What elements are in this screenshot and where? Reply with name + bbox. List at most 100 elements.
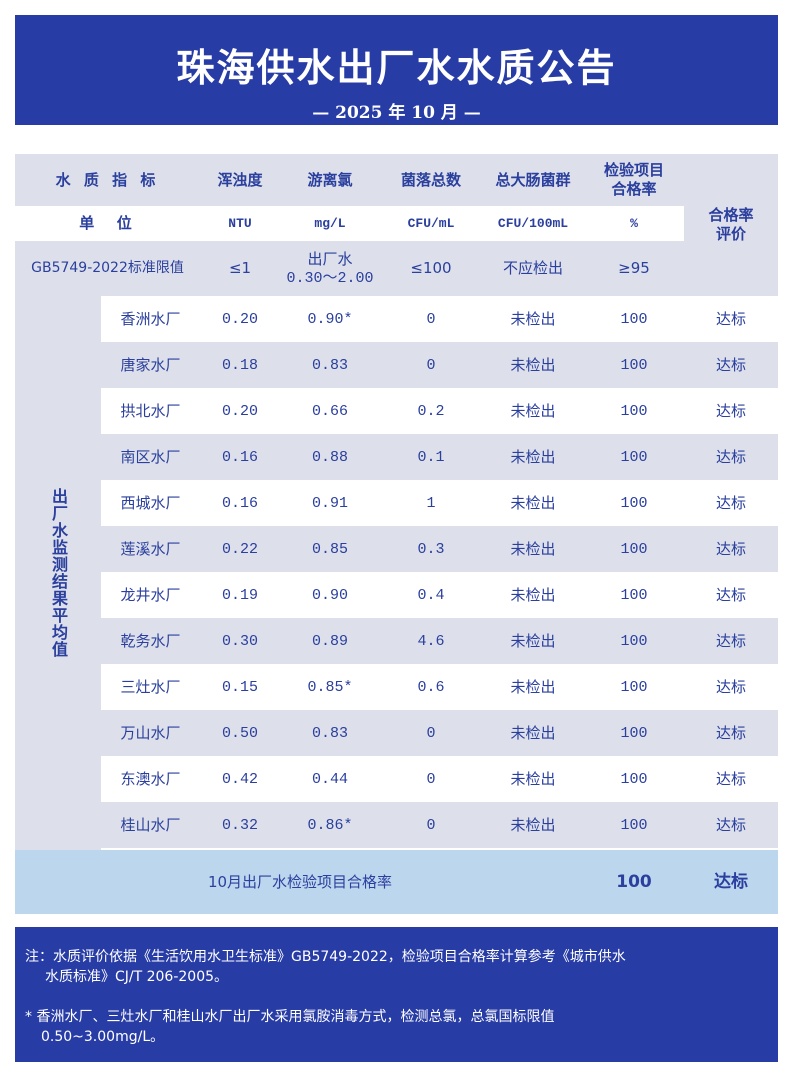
table-row: 东澳水厂 0.42 0.44 0 未检出 100 达标 xyxy=(101,756,778,802)
cell-coliform: 未检出 xyxy=(510,355,556,374)
cell-rate: 100 xyxy=(620,310,648,328)
cell-eval: 达标 xyxy=(715,677,746,696)
cell-coliform: 未检出 xyxy=(510,539,556,558)
cell-chlorine: 0.83 xyxy=(311,724,348,742)
cell-coliform: 未检出 xyxy=(510,585,556,604)
header-indicator: 水 质 指 标 xyxy=(15,154,200,206)
cell-turbidity: 0.30 xyxy=(221,632,258,650)
cell-turbidity: 0.20 xyxy=(221,402,258,420)
cell-colony: 0 xyxy=(426,724,436,742)
header-colony: 菌落总数 xyxy=(380,154,482,206)
cell-coliform: 未检出 xyxy=(510,447,556,466)
cell-turbidity: 0.20 xyxy=(221,310,258,328)
cell-turbidity: 0.16 xyxy=(221,448,258,466)
cell-eval: 达标 xyxy=(715,539,746,558)
cell-chlorine: 0.90* xyxy=(307,310,353,328)
cell-plant: 香洲水厂 xyxy=(120,309,181,328)
cell-plant: 唐家水厂 xyxy=(120,355,181,374)
header-chlorine: 游离氯 xyxy=(280,154,380,206)
cell-eval: 达标 xyxy=(715,493,746,512)
notes-panel: 注：水质评价依据《生活饮用水卫生标准》GB5749-2022，检验项目合格率计算… xyxy=(15,927,778,1062)
table-row: 乾务水厂 0.30 0.89 4.6 未检出 100 达标 xyxy=(101,618,778,664)
side-label-cell: 出厂水监测结果平均值 xyxy=(15,296,101,850)
cell-chlorine: 0.66 xyxy=(311,402,348,420)
limit-chlorine-range: 0.30～2.00 xyxy=(286,269,374,287)
cell-plant: 拱北水厂 xyxy=(120,401,181,420)
cell-colony: 0.6 xyxy=(417,678,445,696)
cell-plant: 东澳水厂 xyxy=(120,769,181,788)
note-1-line-1: 注：水质评价依据《生活饮用水卫生标准》GB5749-2022，检验项目合格率计算… xyxy=(25,949,626,965)
cell-chlorine: 0.44 xyxy=(311,770,348,788)
cell-plant: 万山水厂 xyxy=(120,723,181,742)
cell-chlorine: 0.88 xyxy=(311,448,348,466)
cell-eval: 达标 xyxy=(715,447,746,466)
cell-coliform: 未检出 xyxy=(510,401,556,420)
table-row: 龙井水厂 0.19 0.90 0.4 未检出 100 达标 xyxy=(101,572,778,618)
water-quality-table: 水 质 指 标 浑浊度 游离氯 菌落总数 总大肠菌群 检验项目合格率 合格率评价… xyxy=(15,154,778,914)
cell-rate: 100 xyxy=(620,494,648,512)
cell-eval: 达标 xyxy=(715,815,746,834)
cell-plant: 龙井水厂 xyxy=(120,585,181,604)
cell-rate: 100 xyxy=(620,678,648,696)
cell-rate: 100 xyxy=(620,632,648,650)
table-row: 香洲水厂 0.20 0.90* 0 未检出 100 达标 xyxy=(101,296,778,342)
cell-eval: 达标 xyxy=(715,769,746,788)
cell-coliform: 未检出 xyxy=(510,723,556,742)
table-row: 三灶水厂 0.15 0.85* 0.6 未检出 100 达标 xyxy=(101,664,778,710)
cell-turbidity: 0.42 xyxy=(221,770,258,788)
header-coliform: 总大肠菌群 xyxy=(482,154,584,206)
page-title: 珠海供水出厂水水质公告 xyxy=(176,45,617,90)
table-row: 西城水厂 0.16 0.91 1 未检出 100 达标 xyxy=(101,480,778,526)
cell-turbidity: 0.18 xyxy=(221,356,258,374)
table-row: 莲溪水厂 0.22 0.85 0.3 未检出 100 达标 xyxy=(101,526,778,572)
cell-colony: 0 xyxy=(426,310,436,328)
cell-rate: 100 xyxy=(620,586,648,604)
cell-chlorine: 0.85* xyxy=(307,678,353,696)
table-row: 南区水厂 0.16 0.88 0.1 未检出 100 达标 xyxy=(101,434,778,480)
limit-chlorine: 出厂水 0.30～2.00 xyxy=(280,241,380,296)
cell-coliform: 未检出 xyxy=(510,309,556,328)
limits-label: GB5749-2022标准限值 xyxy=(15,241,200,296)
cell-rate: 100 xyxy=(620,448,648,466)
note-2-line-2: 0.50~3.00mg/L。 xyxy=(41,1029,165,1045)
cell-rate: 100 xyxy=(620,402,648,420)
limit-rate: ≥95 xyxy=(584,241,684,296)
cell-coliform: 未检出 xyxy=(510,493,556,512)
cell-colony: 0.3 xyxy=(417,540,445,558)
table-row: 拱北水厂 0.20 0.66 0.2 未检出 100 达标 xyxy=(101,388,778,434)
unit-turbidity: NTU xyxy=(200,206,280,241)
cell-colony: 0.1 xyxy=(417,448,445,466)
units-label: 单 位 xyxy=(15,206,200,241)
cell-turbidity: 0.22 xyxy=(221,540,258,558)
cell-turbidity: 0.16 xyxy=(221,494,258,512)
unit-coliform: CFU/100mL xyxy=(482,206,584,241)
cell-eval: 达标 xyxy=(715,631,746,650)
limit-turbidity: ≤1 xyxy=(200,241,280,296)
note-2-line-1: * 香洲水厂、三灶水厂和桂山水厂出厂水采用氯胺消毒方式，检测总氯，总氯国标限值 xyxy=(25,1009,555,1025)
cell-colony: 4.6 xyxy=(417,632,445,650)
summary-eval: 达标 xyxy=(714,871,748,892)
cell-colony: 0.4 xyxy=(417,586,445,604)
cell-coliform: 未检出 xyxy=(510,815,556,834)
cell-coliform: 未检出 xyxy=(510,677,556,696)
cell-rate: 100 xyxy=(620,816,648,834)
cell-plant: 西城水厂 xyxy=(120,493,181,512)
cell-eval: 达标 xyxy=(715,585,746,604)
cell-eval: 达标 xyxy=(715,401,746,420)
summary-rate: 100 xyxy=(616,871,652,892)
cell-eval: 达标 xyxy=(715,355,746,374)
cell-plant: 莲溪水厂 xyxy=(120,539,181,558)
page-subtitle: — 2025 年 10 月 — xyxy=(312,103,481,123)
cell-rate: 100 xyxy=(620,356,648,374)
limit-colony: ≤100 xyxy=(380,241,482,296)
cell-colony: 1 xyxy=(426,494,436,512)
cell-coliform: 未检出 xyxy=(510,631,556,650)
cell-eval: 达标 xyxy=(715,723,746,742)
cell-colony: 0 xyxy=(426,356,436,374)
unit-chlorine: mg/L xyxy=(280,206,380,241)
cell-colony: 0 xyxy=(426,816,436,834)
table-row: 桂山水厂 0.32 0.86* 0 未检出 100 达标 xyxy=(101,802,778,848)
unit-colony: CFU/mL xyxy=(380,206,482,241)
limit-coliform: 不应检出 xyxy=(482,241,584,296)
cell-turbidity: 0.50 xyxy=(221,724,258,742)
